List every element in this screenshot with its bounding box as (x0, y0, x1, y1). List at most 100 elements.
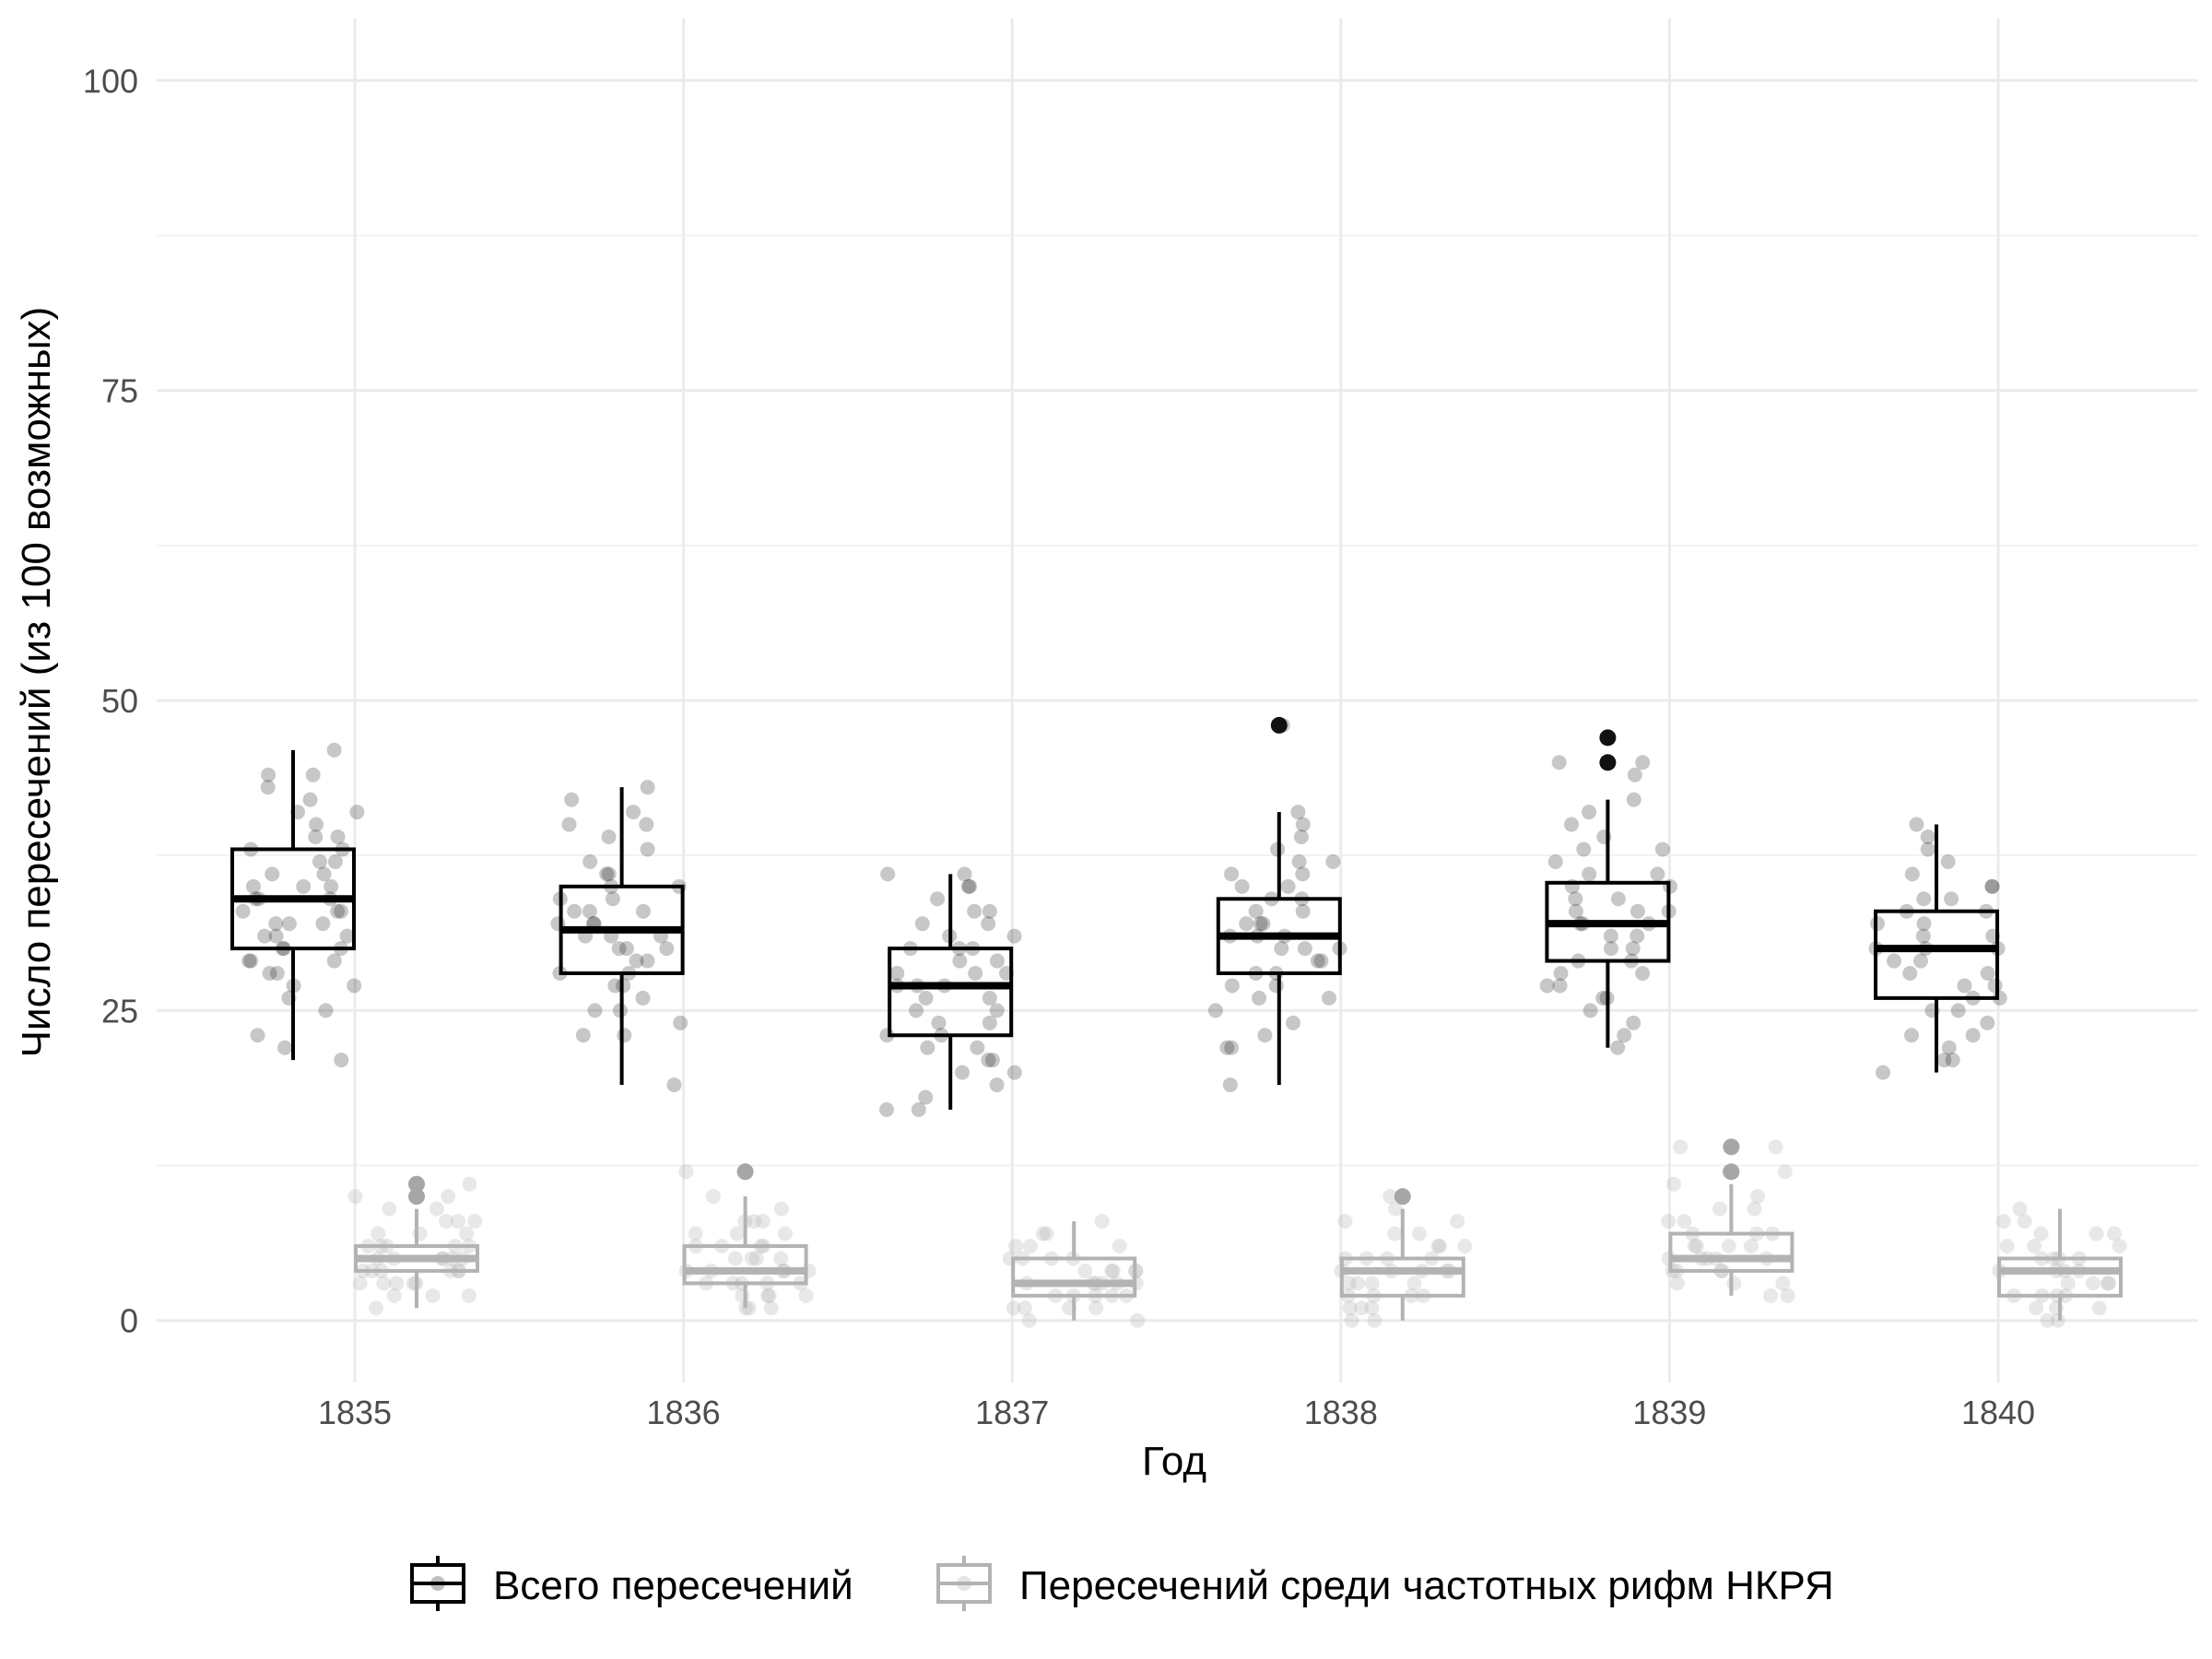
data-point (1630, 903, 1645, 919)
outlier-point (408, 1175, 425, 1193)
data-point (1293, 830, 1309, 844)
data-point (1286, 1015, 1301, 1030)
data-point (1207, 1003, 1223, 1018)
data-point (2091, 1300, 2107, 1316)
data-point (1341, 1276, 1357, 1291)
data-point (1610, 891, 1626, 907)
data-point (629, 953, 644, 969)
data-point (981, 1053, 996, 1068)
x-tick-label: 1838 (1304, 1394, 1378, 1431)
data-point (640, 780, 655, 795)
data-point (312, 853, 328, 869)
legend-label-frequent: Пересечений среди частотных рифм НКРЯ (1019, 1563, 1834, 1608)
data-point (914, 916, 930, 932)
data-point (1257, 1028, 1273, 1043)
data-point (930, 891, 946, 907)
outlier-point (1599, 754, 1617, 771)
data-point (968, 966, 983, 981)
outlier-point (736, 1163, 754, 1181)
data-point (918, 1089, 934, 1105)
data-point (1687, 1239, 1702, 1253)
data-point (747, 1214, 762, 1230)
data-point (257, 928, 273, 944)
data-point (1957, 978, 1972, 994)
data-point (640, 841, 655, 857)
data-point (1310, 953, 1325, 969)
data-point (666, 1077, 682, 1093)
data-point (1635, 755, 1651, 771)
data-point (386, 1288, 402, 1303)
data-point (911, 1102, 926, 1117)
data-point (269, 966, 285, 981)
data-point (1920, 830, 1936, 844)
y-tick-label: 75 (101, 372, 138, 410)
data-point (1364, 1300, 1380, 1316)
data-point (1875, 1065, 1890, 1080)
box-iqr (1874, 909, 1999, 1000)
box-iqr (1339, 1256, 1465, 1298)
data-point (564, 792, 580, 807)
data-point (2106, 1226, 2122, 1241)
data-point (1112, 1239, 1127, 1253)
data-point (1364, 1276, 1380, 1291)
data-point (989, 953, 1005, 969)
data-point (1712, 1201, 1728, 1217)
data-point (1105, 1263, 1121, 1278)
jitter-points (235, 717, 2127, 1328)
data-point (371, 1226, 386, 1241)
data-point (1780, 1288, 1795, 1303)
data-point (1457, 1239, 1473, 1253)
data-point (1342, 1300, 1358, 1316)
data-point (1912, 953, 1928, 969)
boxes (230, 716, 2123, 1321)
data-point (960, 878, 976, 894)
data-point (1568, 891, 1583, 907)
data-point (369, 1300, 384, 1316)
data-point (1944, 891, 1959, 907)
data-point (1661, 1214, 1677, 1230)
data-point (599, 866, 615, 882)
data-point (1094, 1214, 1110, 1230)
data-point (429, 1201, 444, 1217)
data-point (1984, 878, 2000, 894)
data-point (989, 1077, 1005, 1093)
data-point (982, 903, 997, 919)
data-point (1367, 1312, 1382, 1328)
data-point (777, 1226, 793, 1241)
data-point (705, 1189, 721, 1205)
data-point (611, 941, 627, 957)
data-point (389, 1276, 405, 1291)
data-point (1627, 767, 1642, 782)
data-point (1626, 792, 1641, 807)
data-point (575, 1028, 591, 1043)
data-point (1582, 805, 1597, 820)
data-point (639, 817, 654, 832)
data-point (1255, 916, 1271, 932)
data-point (1626, 1015, 1641, 1030)
data-point (1625, 941, 1641, 957)
data-point (1539, 978, 1555, 994)
data-point (1743, 1239, 1759, 1253)
data-point (635, 903, 651, 919)
data-point (1253, 916, 1268, 932)
data-point (1224, 978, 1240, 994)
data-point (678, 1164, 694, 1180)
data-point (727, 1251, 743, 1266)
outlier-point (1723, 1138, 1740, 1156)
data-point (2029, 1300, 2044, 1316)
data-point (1916, 916, 1932, 932)
data-point (744, 1251, 759, 1266)
data-point (962, 878, 978, 894)
data-point (1291, 853, 1307, 869)
data-point (2060, 1276, 2076, 1291)
data-point (1268, 978, 1284, 994)
data-point (243, 953, 259, 969)
data-point (1965, 1028, 1981, 1043)
grid-lines (157, 18, 2198, 1382)
data-point (970, 1040, 985, 1055)
outlier-point (1394, 1188, 1411, 1206)
data-point (1280, 878, 1296, 894)
data-point (567, 903, 582, 919)
data-point (315, 916, 331, 932)
